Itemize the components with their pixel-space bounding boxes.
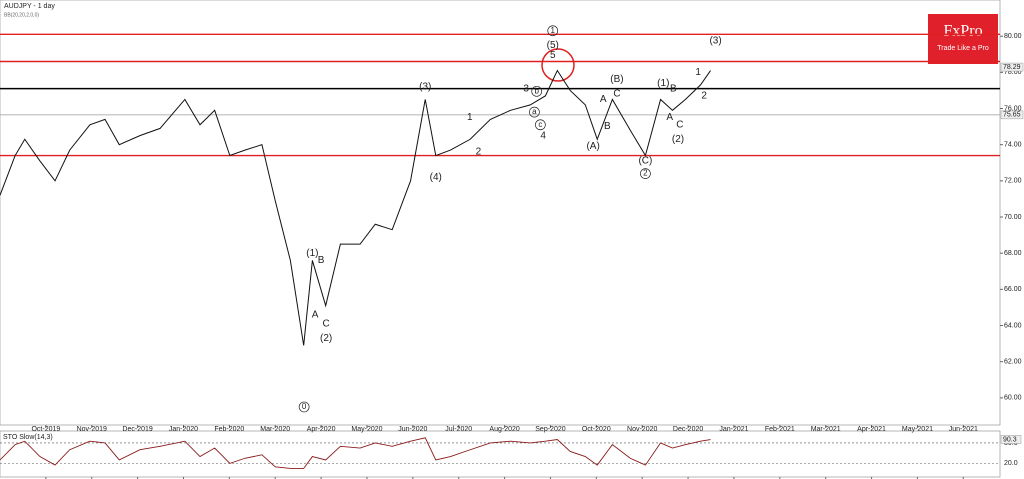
highlight-circle [541,48,575,82]
x-tick-label: Jun-2021 [949,426,978,433]
oscillator-last-label: 90.3 [1003,436,1017,443]
chart-title: AUDJPY - 1 day [4,3,55,10]
y-tick-label: 78.00 [1004,69,1022,76]
y-tick-label: 66.00 [1004,286,1022,293]
y-tick-label: 60.00 [1004,395,1022,402]
x-tick-label: Jul-2020 [445,426,472,433]
price-line [0,69,711,346]
price-label-box [1000,62,1024,72]
wave-label: C [676,119,683,130]
y-tick-label: 76.00 [1004,105,1022,112]
wave-label: c [538,120,542,129]
x-tick-label: Aug-2020 [489,426,519,433]
wave-label: 4 [540,130,546,141]
wave-label: (2) [320,333,332,344]
oscillator-line [0,437,711,469]
x-tick-label: Nov-2019 [77,426,107,433]
annotation-circle [640,168,651,179]
wave-label: A [600,94,607,105]
wave-label: 3 [523,83,529,94]
wave-label: B [318,255,325,266]
wave-label: 2 [701,90,707,101]
annotation-circle [298,401,310,413]
y-tick-label: 74.00 [1004,142,1022,149]
wave-label: C [323,318,330,329]
wave-label: B [670,83,677,94]
subtitle: BB(20,20,2,0,0) [4,12,39,18]
wave-label: (B) [610,74,623,85]
x-tick-label: Feb-2021 [765,426,795,433]
wave-label: a [532,107,537,116]
wave-label: 2 [476,147,482,158]
wave-label: 1 [695,67,701,78]
x-tick-label: Jun-2020 [398,426,427,433]
x-tick-label: Feb-2020 [214,426,244,433]
wave-label: 1 [467,112,473,123]
wave-label: 1 [551,26,556,35]
x-tick-label: Jan-2021 [719,426,748,433]
oscillator-panel [0,430,1001,478]
annotation-circle [535,119,546,131]
x-tick-label: Dec-2019 [122,426,152,433]
oscillator-last-box [1000,435,1022,444]
annotation-circle [547,25,559,37]
wave-label: (4) [430,172,442,183]
wave-label: 0 [302,402,307,411]
y-tick-label: 80.00 [1004,33,1022,40]
wave-label: B [604,121,611,132]
x-tick-label: Oct-2020 [582,426,611,433]
wave-label: C [613,89,620,100]
price-label-box [1000,110,1024,120]
wave-label: (3) [709,35,721,46]
price-panel [0,0,1001,426]
x-tick-label: Oct-2019 [31,426,60,433]
price-label: 78.29 [1003,64,1021,71]
wave-label: (1) [657,78,669,89]
logo-brand: FxPro [943,23,982,40]
x-tick-label: Mar-2021 [811,426,841,433]
wave-label: (5) [547,40,559,51]
wave-label: (3) [419,81,431,92]
logo-tagline: Trade Like a Pro [937,45,989,52]
x-tick-label: Apr-2021 [857,426,886,433]
wave-label: (A) [586,141,599,152]
y-tick-label: 70.00 [1004,214,1022,221]
wave-label: b [534,86,539,95]
annotation-circle [529,106,540,118]
y-tick-label: 72.00 [1004,178,1022,185]
y-tick-label: 62.00 [1004,359,1022,366]
x-tick-label: Apr-2020 [307,426,336,433]
x-tick-label: Sep-2020 [535,426,565,433]
x-tick-label: Mar-2020 [260,426,290,433]
wave-label: A [312,309,319,320]
y-tick-label: 68.00 [1004,250,1022,257]
oscillator-title: STO Slow(14,3) [3,434,53,441]
logo-box [928,14,998,64]
wave-label: (C) [638,156,652,167]
x-tick-label: Jan-2020 [169,426,198,433]
wave-label: 2 [643,169,648,178]
wave-label: (1) [306,248,318,259]
wave-label: 5 [550,50,556,61]
wave-label: (2) [672,134,684,145]
price-label: 75.65 [1003,112,1021,119]
oscillator-tick-label: 20.0 [1004,460,1018,467]
x-tick-label: May-2021 [902,426,933,433]
y-tick-label: 64.00 [1004,322,1022,329]
annotation-circle [531,85,543,97]
x-tick-label: May-2020 [351,426,382,433]
x-tick-label: Dec-2020 [673,426,703,433]
wave-label: A [666,112,673,123]
x-tick-label: Nov-2020 [627,426,657,433]
